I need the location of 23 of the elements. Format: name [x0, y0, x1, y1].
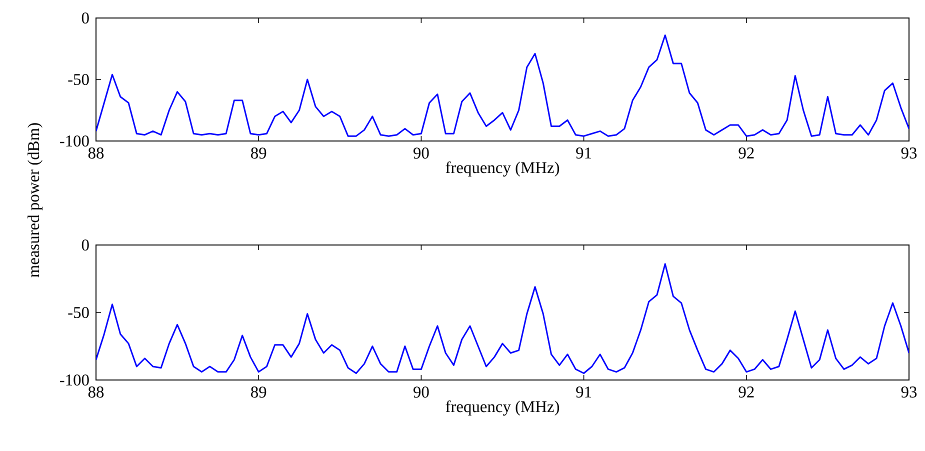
x-tick-label: 90 [414, 386, 429, 398]
x-tick-label: 88 [88, 148, 104, 159]
y-tick-label: 0 [82, 12, 89, 24]
y-tick-label: 0 [82, 239, 89, 251]
x-tick-label: 93 [901, 386, 917, 398]
x-axis-title: frequency (MHz) [446, 161, 560, 177]
x-tick-label: 90 [414, 148, 429, 159]
y-tick-label: -50 [68, 306, 89, 318]
x-tick-label: 88 [88, 386, 104, 398]
x-tick-label: 93 [901, 148, 917, 159]
x-tick-label: 92 [738, 148, 754, 159]
x-tick-label: 91 [576, 148, 592, 159]
y-axis-title: measured power (dBm) [28, 123, 42, 278]
x-axis-title: frequency (MHz) [446, 400, 560, 416]
y-tick-label: -100 [60, 374, 89, 386]
y-tick-label: -100 [60, 135, 89, 147]
y-tick-label: -50 [68, 74, 89, 86]
line-series [96, 263, 910, 374]
x-tick-label: 89 [251, 148, 266, 159]
x-tick-label: 92 [738, 386, 754, 398]
x-tick-label: 89 [251, 386, 266, 398]
x-tick-label: 91 [576, 386, 592, 398]
line-series [96, 34, 910, 137]
